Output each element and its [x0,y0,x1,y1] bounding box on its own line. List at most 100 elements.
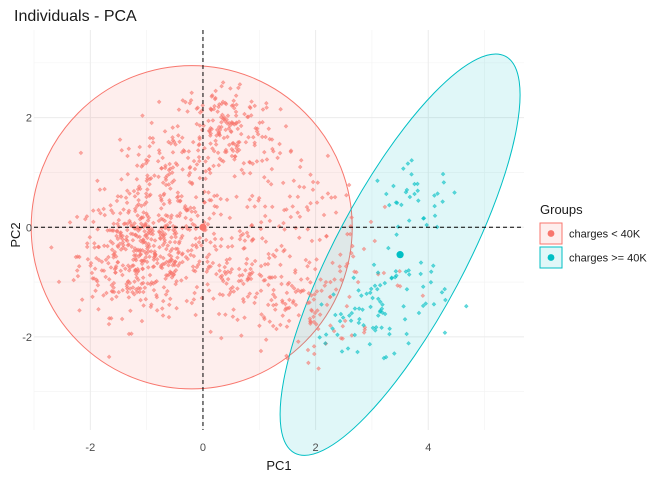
point-series-1 [230,141,235,146]
point-series-1 [304,204,310,210]
point-series-1 [163,177,169,183]
point-series-1 [305,207,311,213]
point-series-1 [333,287,339,292]
point-series-1 [192,166,198,172]
point-series-1 [253,125,258,131]
point-series-1 [215,150,221,156]
point-series-1 [106,354,112,360]
point-series-1 [257,323,262,329]
point-series-1 [269,297,274,303]
point-series-1 [119,177,124,182]
point-series-1 [170,150,176,155]
point-series-1 [166,314,172,320]
point-series-1 [104,290,109,296]
point-series-1 [236,278,242,284]
point-series-2 [394,200,400,206]
point-series-1 [276,223,282,229]
point-series-1 [139,203,144,209]
point-series-1 [158,196,164,202]
point-series-1 [277,141,282,147]
point-series-1 [227,123,233,129]
point-series-1 [297,164,303,170]
point-series-1 [139,318,145,324]
point-series-2 [407,194,413,200]
point-series-2 [415,181,420,187]
point-series-1 [184,298,190,304]
point-series-1 [226,142,232,148]
point-series-1 [193,209,198,215]
point-series-1 [175,194,181,199]
point-series-1 [177,210,183,216]
point-series-1 [117,137,123,143]
point-series-1 [147,143,152,149]
point-series-1 [245,294,251,299]
point-series-1 [169,235,174,240]
point-series-1 [248,113,254,118]
point-series-1 [163,224,169,230]
point-series-1 [159,306,165,311]
point-series-1 [120,236,125,242]
point-series-1 [243,139,249,145]
point-series-1 [343,263,349,269]
point-series-1 [156,99,162,105]
point-series-2 [405,161,411,166]
point-series-1 [219,101,225,107]
point-series-1 [147,272,153,278]
point-series-1 [301,288,306,293]
point-series-1 [169,246,175,252]
point-series-1 [196,262,201,267]
point-series-1 [220,278,226,284]
point-series-1 [288,148,294,153]
point-series-1 [121,242,126,248]
point-series-2 [351,275,356,281]
point-series-1 [191,158,197,164]
point-series-1 [234,149,240,154]
point-series-1 [128,308,133,314]
point-series-1 [232,173,237,179]
point-series-1 [84,214,90,219]
point-series-1 [259,134,265,140]
point-series-1 [106,260,111,266]
legend-label-2: charges >= 40K [569,253,647,265]
point-series-1 [186,149,192,154]
point-series-1 [67,220,73,225]
point-series-1 [350,243,355,249]
point-series-1 [280,180,286,186]
point-series-1 [102,186,107,192]
point-series-1 [90,294,95,300]
point-series-1 [382,204,388,210]
point-series-1 [208,197,214,203]
point-series-1 [149,237,154,242]
point-series-1 [261,149,267,155]
point-series-1 [74,214,80,220]
point-series-1 [167,220,173,225]
point-series-2 [361,322,366,328]
point-series-1 [91,219,96,225]
point-series-2 [420,303,426,309]
point-series-1 [165,288,170,294]
point-series-1 [151,243,157,249]
point-series-1 [173,246,179,252]
point-series-1 [347,294,352,300]
point-series-1 [174,213,180,219]
point-series-1 [149,226,155,232]
point-series-1 [167,161,172,167]
point-series-1 [113,270,118,275]
point-series-1 [210,118,216,123]
point-series-1 [123,195,129,201]
point-series-1 [131,253,137,258]
legend-label-1: charges < 40K [569,229,641,241]
point-series-1 [211,211,217,216]
point-series-1 [355,279,361,285]
point-series-1 [175,198,181,204]
point-series-1 [141,237,146,242]
point-series-1 [258,288,264,294]
point-series-1 [248,105,253,111]
point-series-1 [225,276,231,282]
point-series-1 [173,231,179,236]
point-series-1 [224,117,230,123]
point-series-1 [293,302,299,308]
point-series-1 [127,191,132,196]
point-series-1 [350,254,356,259]
